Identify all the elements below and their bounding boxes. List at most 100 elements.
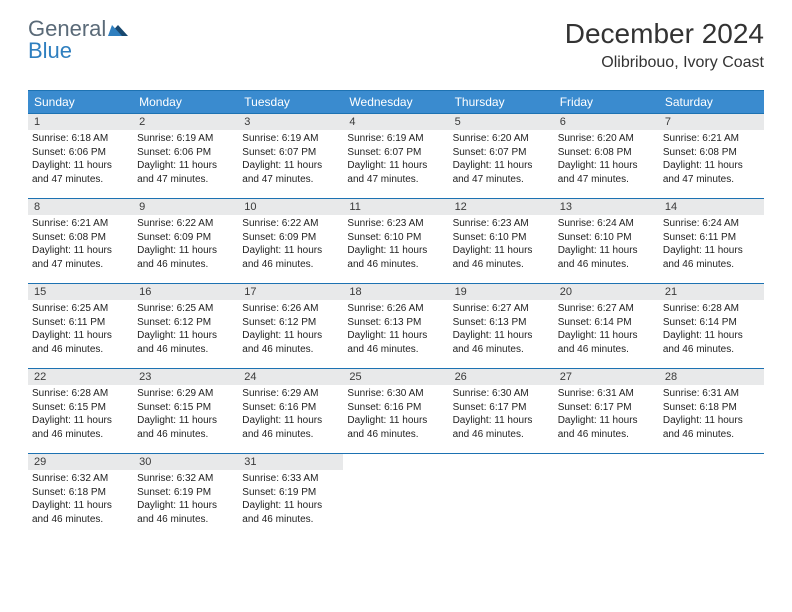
day-cell: 3Sunrise: 6:19 AMSunset: 6:07 PMDaylight… [238, 114, 343, 198]
daylight-text: Daylight: 11 hours and 46 minutes. [558, 244, 655, 271]
day-cell: 14Sunrise: 6:24 AMSunset: 6:11 PMDayligh… [659, 199, 764, 283]
day-cell: 13Sunrise: 6:24 AMSunset: 6:10 PMDayligh… [554, 199, 659, 283]
daylight-text: Daylight: 11 hours and 46 minutes. [32, 414, 129, 441]
day-cell: 31Sunrise: 6:33 AMSunset: 6:19 PMDayligh… [238, 454, 343, 538]
day-cell: 1Sunrise: 6:18 AMSunset: 6:06 PMDaylight… [28, 114, 133, 198]
daylight-text: Daylight: 11 hours and 47 minutes. [347, 159, 444, 186]
sunset-text: Sunset: 6:10 PM [347, 231, 444, 245]
weekday-label: Tuesday [238, 91, 343, 113]
sunrise-text: Sunrise: 6:24 AM [558, 217, 655, 231]
weeks-container: 1Sunrise: 6:18 AMSunset: 6:06 PMDaylight… [28, 113, 764, 538]
logo-text: General Blue [28, 18, 128, 62]
daylight-text: Daylight: 11 hours and 46 minutes. [137, 414, 234, 441]
day-number: 18 [343, 284, 448, 300]
daylight-text: Daylight: 11 hours and 46 minutes. [242, 414, 339, 441]
daylight-text: Daylight: 11 hours and 47 minutes. [453, 159, 550, 186]
sunrise-text: Sunrise: 6:21 AM [663, 132, 760, 146]
week-row: 22Sunrise: 6:28 AMSunset: 6:15 PMDayligh… [28, 368, 764, 453]
sunset-text: Sunset: 6:18 PM [663, 401, 760, 415]
day-number: 6 [554, 114, 659, 130]
sunrise-text: Sunrise: 6:25 AM [137, 302, 234, 316]
location: Olibribouo, Ivory Coast [565, 54, 764, 72]
calendar: SundayMondayTuesdayWednesdayThursdayFrid… [28, 90, 764, 538]
sunrise-text: Sunrise: 6:22 AM [137, 217, 234, 231]
sunrise-text: Sunrise: 6:18 AM [32, 132, 129, 146]
day-number: 16 [133, 284, 238, 300]
day-number: 31 [238, 454, 343, 470]
day-number: 29 [28, 454, 133, 470]
day-number: 5 [449, 114, 554, 130]
sunrise-text: Sunrise: 6:19 AM [242, 132, 339, 146]
weekday-label: Wednesday [343, 91, 448, 113]
day-number: 24 [238, 369, 343, 385]
day-cell: 16Sunrise: 6:25 AMSunset: 6:12 PMDayligh… [133, 284, 238, 368]
daylight-text: Daylight: 11 hours and 47 minutes. [137, 159, 234, 186]
day-number: 20 [554, 284, 659, 300]
sunrise-text: Sunrise: 6:33 AM [242, 472, 339, 486]
day-cell: 18Sunrise: 6:26 AMSunset: 6:13 PMDayligh… [343, 284, 448, 368]
daylight-text: Daylight: 11 hours and 46 minutes. [347, 414, 444, 441]
daylight-text: Daylight: 11 hours and 46 minutes. [558, 329, 655, 356]
sunrise-text: Sunrise: 6:30 AM [453, 387, 550, 401]
daylight-text: Daylight: 11 hours and 46 minutes. [137, 244, 234, 271]
day-cell: 5Sunrise: 6:20 AMSunset: 6:07 PMDaylight… [449, 114, 554, 198]
day-cell: 12Sunrise: 6:23 AMSunset: 6:10 PMDayligh… [449, 199, 554, 283]
sunset-text: Sunset: 6:07 PM [242, 146, 339, 160]
sunrise-text: Sunrise: 6:19 AM [137, 132, 234, 146]
sunset-text: Sunset: 6:16 PM [242, 401, 339, 415]
day-number: 17 [238, 284, 343, 300]
sunrise-text: Sunrise: 6:23 AM [347, 217, 444, 231]
day-number: 8 [28, 199, 133, 215]
daylight-text: Daylight: 11 hours and 46 minutes. [558, 414, 655, 441]
daylight-text: Daylight: 11 hours and 47 minutes. [32, 159, 129, 186]
empty-cell [449, 454, 554, 538]
daylight-text: Daylight: 11 hours and 46 minutes. [242, 244, 339, 271]
week-row: 15Sunrise: 6:25 AMSunset: 6:11 PMDayligh… [28, 283, 764, 368]
sunset-text: Sunset: 6:08 PM [32, 231, 129, 245]
sunset-text: Sunset: 6:10 PM [453, 231, 550, 245]
daylight-text: Daylight: 11 hours and 47 minutes. [663, 159, 760, 186]
sunset-text: Sunset: 6:11 PM [32, 316, 129, 330]
logo-flag-icon [108, 18, 128, 40]
sunrise-text: Sunrise: 6:23 AM [453, 217, 550, 231]
day-cell: 9Sunrise: 6:22 AMSunset: 6:09 PMDaylight… [133, 199, 238, 283]
sunrise-text: Sunrise: 6:22 AM [242, 217, 339, 231]
sunrise-text: Sunrise: 6:32 AM [32, 472, 129, 486]
day-number: 19 [449, 284, 554, 300]
sunrise-text: Sunrise: 6:19 AM [347, 132, 444, 146]
sunrise-text: Sunrise: 6:31 AM [558, 387, 655, 401]
daylight-text: Daylight: 11 hours and 46 minutes. [453, 414, 550, 441]
daylight-text: Daylight: 11 hours and 47 minutes. [558, 159, 655, 186]
day-number: 11 [343, 199, 448, 215]
sunset-text: Sunset: 6:15 PM [137, 401, 234, 415]
day-cell: 30Sunrise: 6:32 AMSunset: 6:19 PMDayligh… [133, 454, 238, 538]
sunset-text: Sunset: 6:19 PM [242, 486, 339, 500]
sunrise-text: Sunrise: 6:28 AM [663, 302, 760, 316]
sunrise-text: Sunrise: 6:32 AM [137, 472, 234, 486]
day-number: 3 [238, 114, 343, 130]
week-row: 29Sunrise: 6:32 AMSunset: 6:18 PMDayligh… [28, 453, 764, 538]
weekday-label: Sunday [28, 91, 133, 113]
sunset-text: Sunset: 6:13 PM [347, 316, 444, 330]
sunrise-text: Sunrise: 6:26 AM [347, 302, 444, 316]
sunrise-text: Sunrise: 6:20 AM [453, 132, 550, 146]
sunrise-text: Sunrise: 6:26 AM [242, 302, 339, 316]
sunset-text: Sunset: 6:17 PM [558, 401, 655, 415]
day-cell: 6Sunrise: 6:20 AMSunset: 6:08 PMDaylight… [554, 114, 659, 198]
sunset-text: Sunset: 6:18 PM [32, 486, 129, 500]
empty-cell [659, 454, 764, 538]
day-cell: 21Sunrise: 6:28 AMSunset: 6:14 PMDayligh… [659, 284, 764, 368]
sunset-text: Sunset: 6:10 PM [558, 231, 655, 245]
daylight-text: Daylight: 11 hours and 46 minutes. [347, 244, 444, 271]
sunset-text: Sunset: 6:17 PM [453, 401, 550, 415]
sunrise-text: Sunrise: 6:30 AM [347, 387, 444, 401]
day-cell: 19Sunrise: 6:27 AMSunset: 6:13 PMDayligh… [449, 284, 554, 368]
logo: General Blue [28, 18, 128, 62]
title-block: December 2024 Olibribouo, Ivory Coast [565, 18, 764, 72]
day-cell: 11 Sunrise: 6:23 AMSunset: 6:10 PMDayligh… [343, 199, 448, 283]
sunrise-text: Sunrise: 6:28 AM [32, 387, 129, 401]
sunset-text: Sunset: 6:19 PM [137, 486, 234, 500]
daylight-text: Daylight: 11 hours and 46 minutes. [32, 329, 129, 356]
day-cell: 29Sunrise: 6:32 AMSunset: 6:18 PMDayligh… [28, 454, 133, 538]
header: General Blue December 2024 Olibribouo, I… [0, 0, 792, 82]
